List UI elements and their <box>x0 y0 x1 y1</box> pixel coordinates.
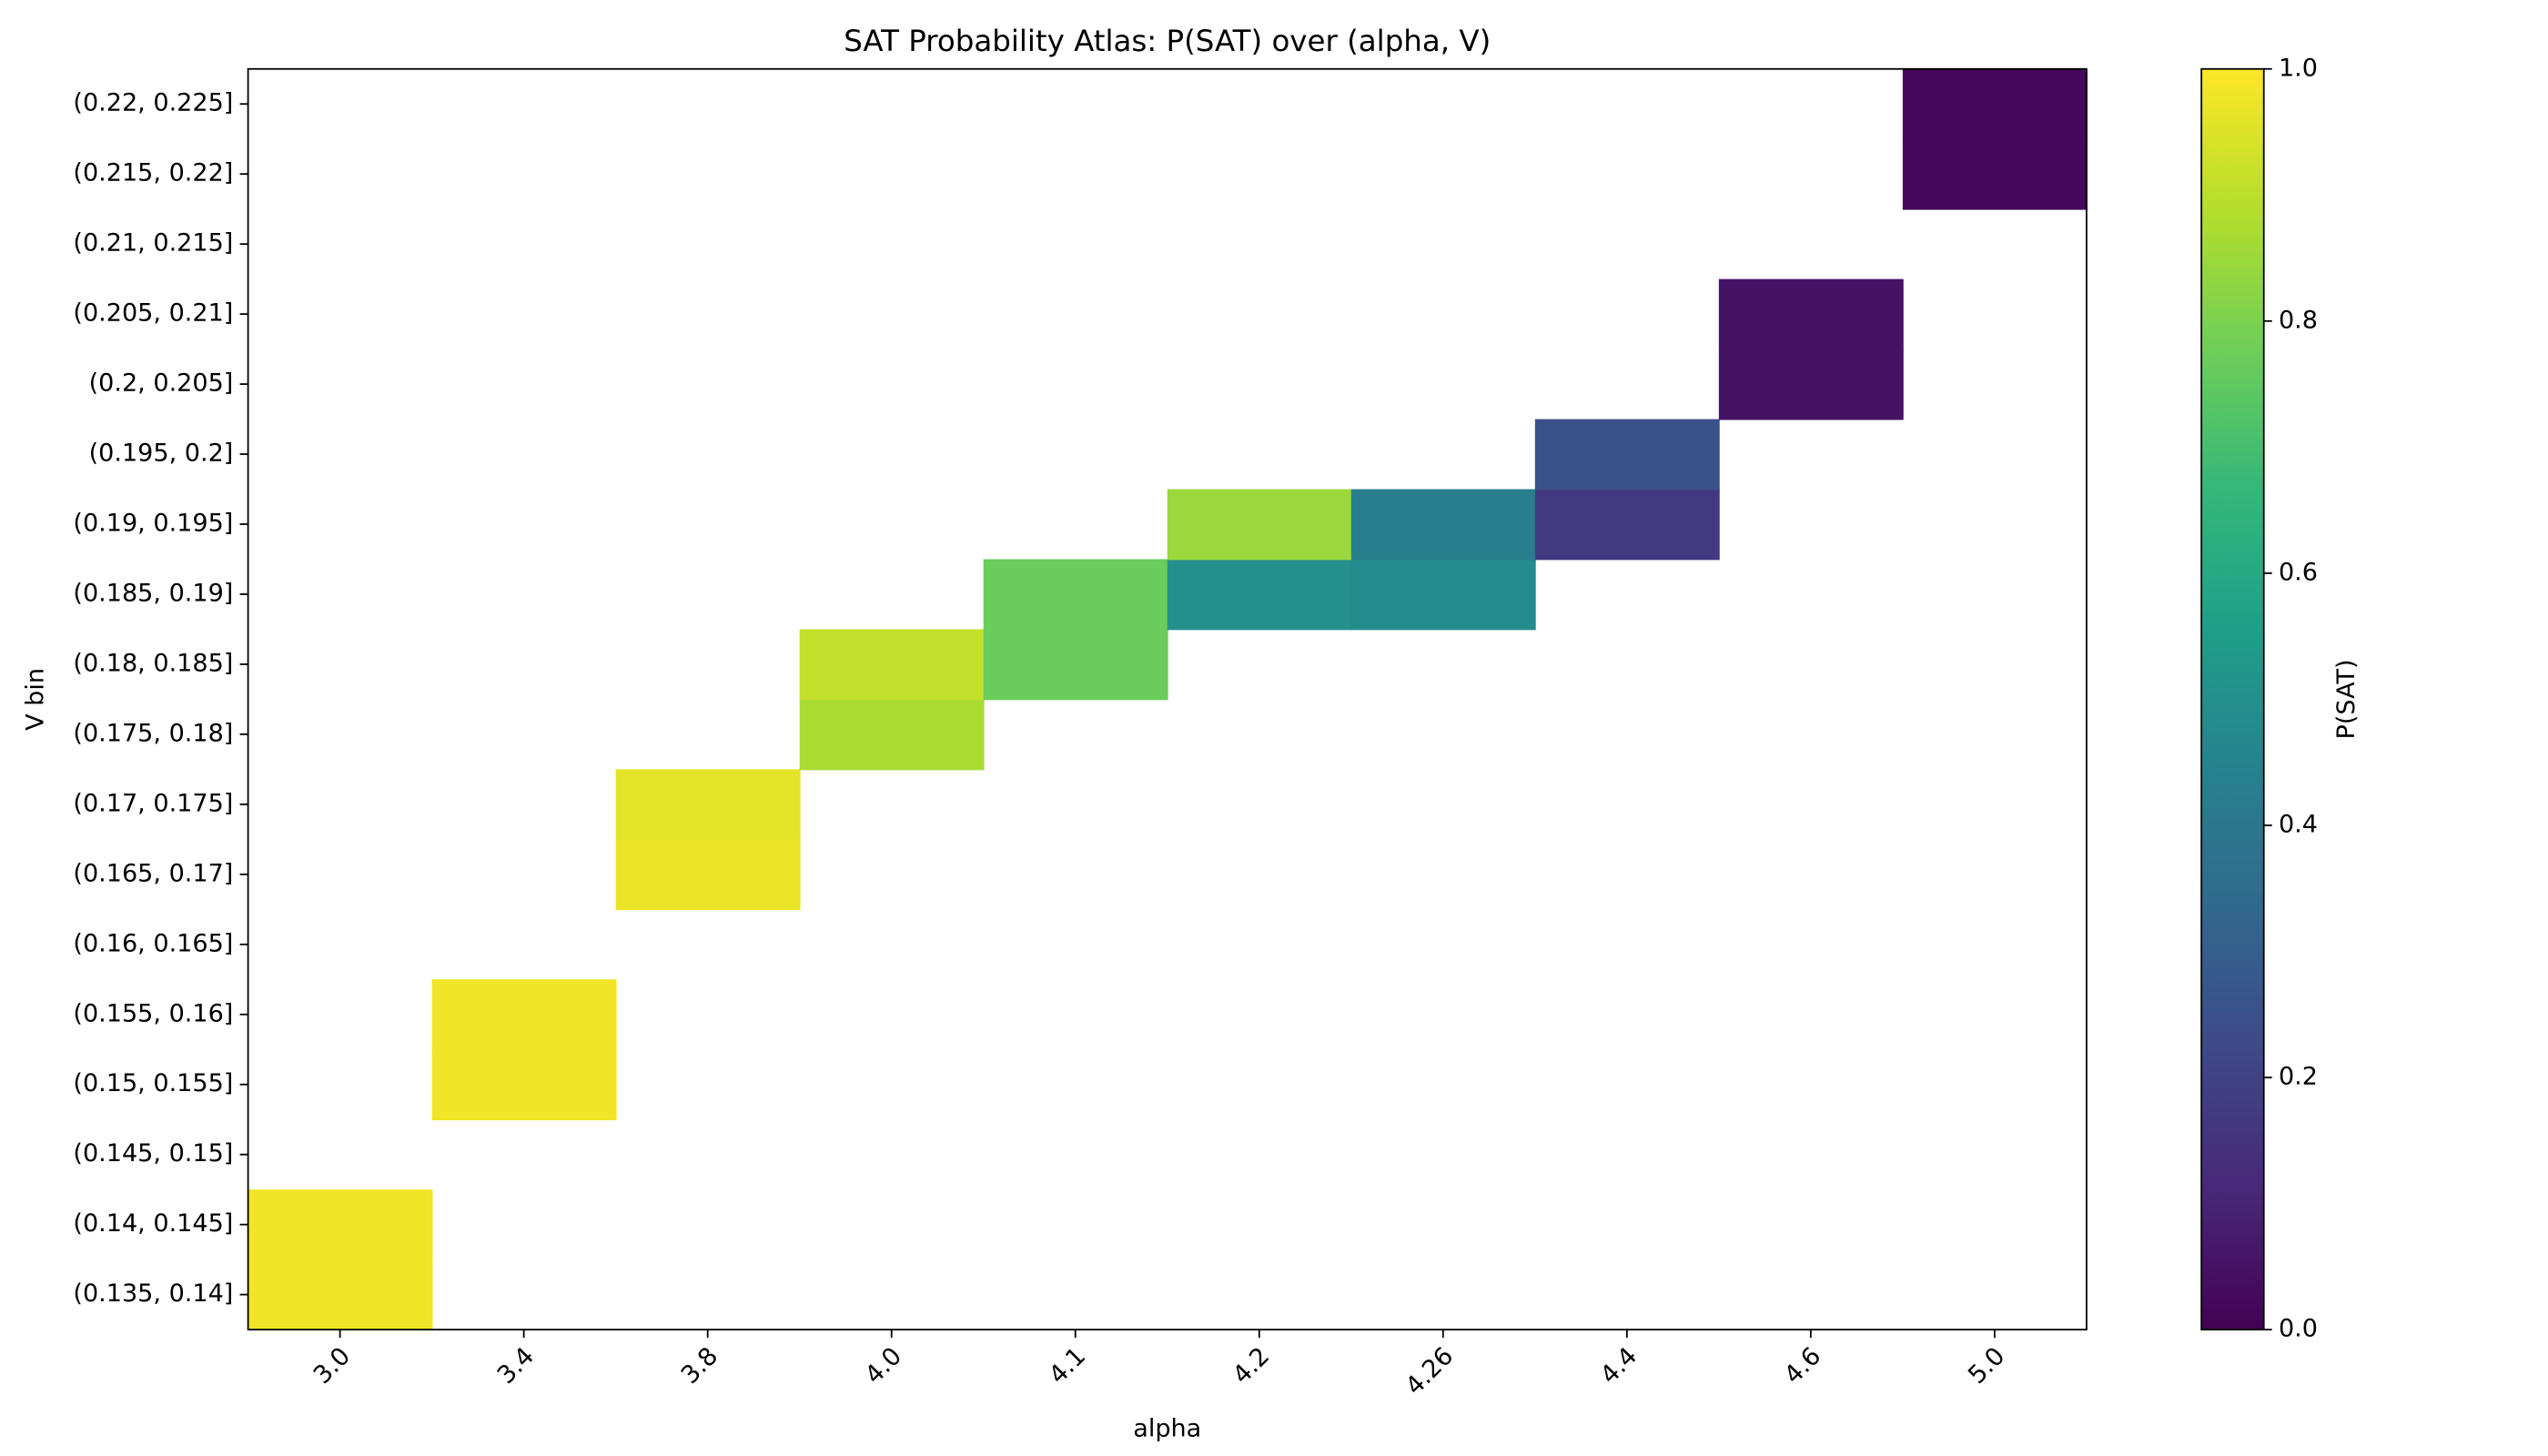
y-tick-label: (0.2, 0.205] <box>89 369 234 398</box>
heatmap-cell <box>1350 489 1536 561</box>
y-tick-label: (0.135, 0.14] <box>73 1279 233 1308</box>
y-axis-label: V bin <box>21 668 49 731</box>
y-tick-label: (0.165, 0.17] <box>73 859 233 887</box>
heatmap-cell <box>1350 559 1536 631</box>
x-axis-label: alpha <box>1133 1415 1201 1443</box>
heatmap-cell <box>1902 138 2088 210</box>
heatmap-cell <box>983 629 1168 701</box>
x-tick-label: 4.0 <box>860 1342 907 1390</box>
x-tick-label: 5.0 <box>1963 1342 2010 1390</box>
colorbar-tick-label: 0.6 <box>2279 558 2318 586</box>
x-tick-label: 3.4 <box>492 1342 540 1390</box>
colorbar-label: P(SAT) <box>2332 659 2361 739</box>
heatmap-cell <box>983 559 1168 631</box>
y-tick-label: (0.18, 0.185] <box>73 649 233 677</box>
y-tick-label: (0.22, 0.225] <box>73 89 233 117</box>
x-tick-label: 4.4 <box>1595 1342 1643 1390</box>
heatmap-cell <box>1534 489 1720 561</box>
colorbar-tick-label: 0.4 <box>2279 810 2318 838</box>
heatmap-cell <box>615 839 801 911</box>
colorbar <box>2200 67 2265 1331</box>
colorbar-tick-label: 0.2 <box>2279 1063 2318 1091</box>
y-tick-label: (0.17, 0.175] <box>73 789 233 817</box>
x-tick-label: 4.1 <box>1044 1342 1091 1390</box>
y-tick-label: (0.185, 0.19] <box>73 579 233 607</box>
x-tick-label: 4.26 <box>1400 1342 1460 1401</box>
heatmap-cell <box>1534 419 1720 490</box>
heatmap-cell <box>799 629 985 701</box>
colorbar-tick-label: 1.0 <box>2279 54 2318 82</box>
x-tick-label: 3.8 <box>676 1342 723 1390</box>
heatmap-cell <box>1718 278 1904 350</box>
colorbar-tick-label: 0.0 <box>2279 1315 2318 1343</box>
heatmap-cell <box>248 1259 433 1331</box>
chart-title: SAT Probability Atlas: P(SAT) over (alph… <box>844 24 1491 58</box>
y-tick-label: (0.15, 0.155] <box>73 1069 233 1097</box>
y-tick-label: (0.21, 0.215] <box>73 229 233 258</box>
heatmap-cell <box>248 1189 433 1261</box>
y-tick-label: (0.195, 0.2] <box>89 440 234 468</box>
heatmap-cell <box>615 769 801 841</box>
heatmap-cell <box>799 699 985 771</box>
heatmap-cell <box>431 1049 617 1121</box>
y-tick-label: (0.19, 0.195] <box>73 510 233 538</box>
heatmap-cell <box>1902 68 2088 140</box>
y-tick-label: (0.145, 0.15] <box>73 1139 233 1168</box>
y-tick-label: (0.205, 0.21] <box>73 299 233 328</box>
heatmap-cell <box>431 979 617 1051</box>
y-tick-label: (0.16, 0.165] <box>73 929 233 957</box>
heatmap-cell <box>1718 349 1904 420</box>
x-tick-label: 4.6 <box>1779 1342 1826 1390</box>
x-tick-label: 3.0 <box>308 1342 356 1390</box>
y-tick-label: (0.155, 0.16] <box>73 999 233 1027</box>
heatmap-cell <box>1167 559 1352 631</box>
y-tick-label: (0.215, 0.22] <box>73 159 233 187</box>
y-tick-label: (0.14, 0.145] <box>73 1209 233 1238</box>
y-tick-label: (0.175, 0.18] <box>73 719 233 747</box>
heatmap-cell <box>1167 489 1352 561</box>
plot-frame <box>247 67 2088 1331</box>
colorbar-tick-label: 0.8 <box>2279 306 2318 334</box>
x-tick-label: 4.2 <box>1228 1342 1275 1390</box>
